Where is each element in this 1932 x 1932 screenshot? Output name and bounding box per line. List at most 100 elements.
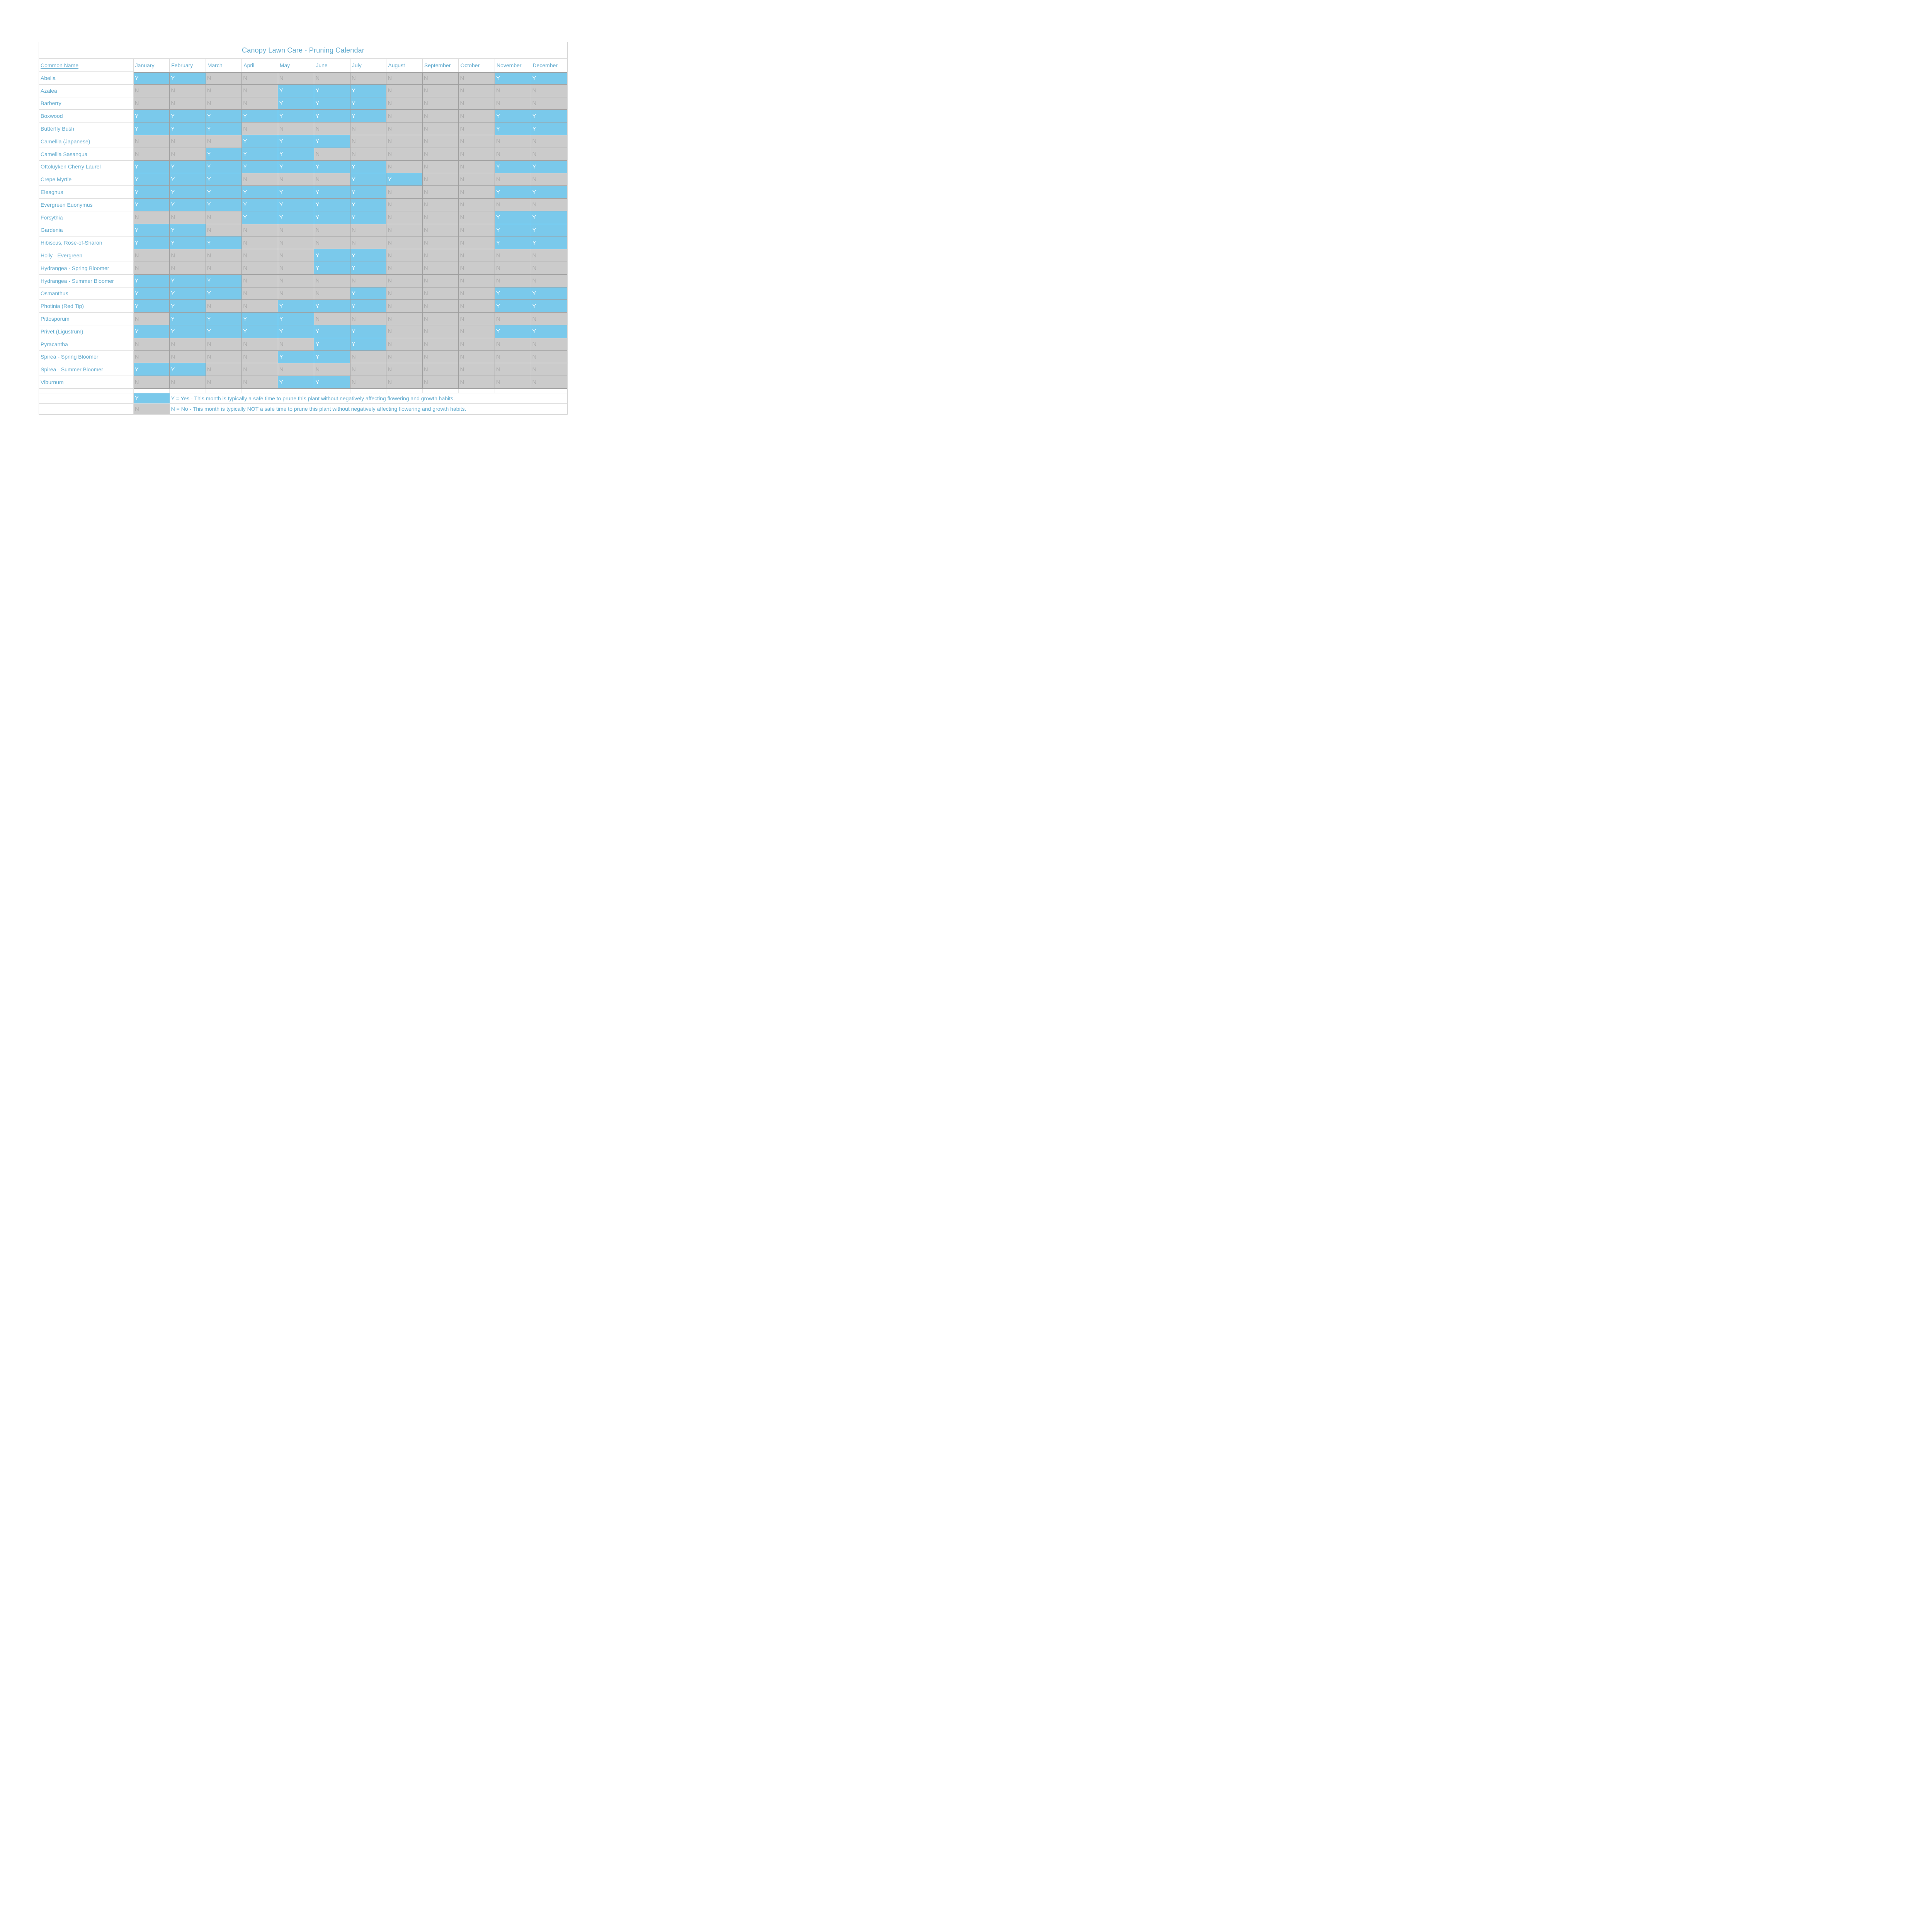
pruning-cell-value: N xyxy=(243,176,248,183)
pruning-cell: N xyxy=(170,135,206,148)
pruning-cell: N xyxy=(386,211,423,224)
pruning-cell: N xyxy=(422,350,459,364)
pruning-cell-value: Y xyxy=(532,125,536,132)
pruning-cell: Y xyxy=(133,300,170,313)
pruning-cell: N xyxy=(459,300,495,313)
pruning-cell-value: N xyxy=(460,315,464,322)
legend-empty-cell xyxy=(39,403,134,414)
pruning-cell-value: N xyxy=(460,75,464,82)
pruning-cell-value: Y xyxy=(134,303,139,310)
pruning-cell-value: N xyxy=(315,226,320,233)
table-row: Camellia Sasanqua N N Y Y Y N N N N N N N xyxy=(39,148,568,161)
pruning-cell: Y xyxy=(314,198,350,211)
pruning-cell: N xyxy=(531,274,568,287)
pruning-cell: N xyxy=(314,274,350,287)
pruning-cell: Y xyxy=(170,274,206,287)
pruning-cell-value: Y xyxy=(134,226,139,233)
legend-text: N = No - This month is typically NOT a s… xyxy=(170,403,567,414)
pruning-cell: N xyxy=(422,186,459,199)
pruning-cell: N xyxy=(350,224,387,237)
month-header: May xyxy=(278,59,315,72)
plant-name-cell: Spirea - Summer Bloomer xyxy=(39,363,134,376)
pruning-cell-value: N xyxy=(243,379,248,386)
pruning-cell-value: N xyxy=(315,176,320,183)
month-header: December xyxy=(531,59,568,72)
pruning-cell: N xyxy=(206,262,242,275)
pruning-cell: N xyxy=(242,300,278,313)
pruning-cell-value: N xyxy=(460,176,464,183)
pruning-cell-value: N xyxy=(207,379,211,386)
pruning-cell-value: Y xyxy=(351,87,355,94)
plant-name-cell: Ottoluyken Cherry Laurel xyxy=(39,160,134,173)
pruning-cell: N xyxy=(242,236,278,250)
pruning-cell: N xyxy=(422,325,459,338)
pruning-cell: N xyxy=(242,122,278,135)
pruning-cell: N xyxy=(495,350,531,364)
pruning-cell: Y xyxy=(170,325,206,338)
pruning-cell-value: N xyxy=(351,75,356,82)
pruning-cell-value: Y xyxy=(243,201,247,208)
pruning-cell-value: N xyxy=(171,265,175,272)
pruning-cell-value: N xyxy=(423,239,428,246)
pruning-cell-value: Y xyxy=(243,315,247,322)
pruning-cell: N xyxy=(459,363,495,376)
pruning-cell: Y xyxy=(495,287,531,300)
legend-key-cell: Y xyxy=(134,393,170,404)
plant-name-cell: Boxwood xyxy=(39,110,134,123)
plant-name-label: Forsythia xyxy=(41,214,63,221)
pruning-cell: N xyxy=(386,122,423,135)
pruning-cell-value: Y xyxy=(207,290,211,297)
pruning-cell-value: N xyxy=(315,277,320,284)
pruning-cell-value: Y xyxy=(315,328,320,335)
pruning-cell: N xyxy=(350,135,387,148)
pruning-cell-value: Y xyxy=(207,125,211,132)
pruning-cell-value: N xyxy=(460,163,464,170)
legend-row: N N = No - This month is typically NOT a … xyxy=(39,403,567,414)
pruning-cell-value: N xyxy=(423,112,428,119)
pruning-cell-value: N xyxy=(351,379,356,386)
month-header: November xyxy=(495,59,531,72)
pruning-cell-value: N xyxy=(351,125,356,132)
pruning-cell: N xyxy=(386,262,423,275)
pruning-cell: N xyxy=(531,84,568,97)
pruning-cell-value: N xyxy=(134,151,139,158)
pruning-cell-value: N xyxy=(532,87,537,94)
pruning-cell-value: N xyxy=(243,353,248,360)
pruning-cell: Y xyxy=(278,376,315,389)
pruning-cell-value: N xyxy=(388,214,392,221)
pruning-cell-value: Y xyxy=(532,226,536,233)
pruning-cell-value: Y xyxy=(279,163,283,170)
pruning-cell-value: N xyxy=(279,75,284,82)
pruning-cell-value: N xyxy=(351,151,356,158)
pruning-cell-value: N xyxy=(460,151,464,158)
pruning-cell: Y xyxy=(314,110,350,123)
pruning-cell: N xyxy=(386,148,423,161)
pruning-cell-value: Y xyxy=(134,239,139,246)
pruning-cell: N xyxy=(531,97,568,110)
pruning-cell: N xyxy=(495,376,531,389)
pruning-cell-value: N xyxy=(279,176,284,183)
pruning-cell-value: N xyxy=(243,265,248,272)
pruning-cell-value: Y xyxy=(496,214,500,221)
pruning-cell: Y xyxy=(278,135,315,148)
pruning-cell: N xyxy=(314,148,350,161)
legend-text-label: N = No - This month is typically NOT a s… xyxy=(171,406,466,412)
pruning-cell-value: N xyxy=(279,252,284,259)
pruning-cell-value: Y xyxy=(351,100,355,107)
pruning-cell-value: N xyxy=(532,265,537,272)
pruning-cell-value: N xyxy=(279,341,284,348)
plant-name-label: Eleagnus xyxy=(41,189,63,196)
pruning-cell-value: N xyxy=(315,239,320,246)
pruning-cell-value: N xyxy=(423,353,428,360)
plant-name-label: Ottoluyken Cherry Laurel xyxy=(41,163,101,170)
pruning-cell: N xyxy=(386,97,423,110)
plant-name-cell: Gardenia xyxy=(39,224,134,237)
pruning-cell: N xyxy=(422,338,459,351)
pruning-cell: N xyxy=(278,287,315,300)
pruning-cell-value: N xyxy=(460,125,464,132)
pruning-cell: Y xyxy=(350,97,387,110)
pruning-cell: Y xyxy=(314,135,350,148)
pruning-cell-value: N xyxy=(388,163,392,170)
pruning-cell: Y xyxy=(278,160,315,173)
pruning-cell-value: N xyxy=(496,201,500,208)
